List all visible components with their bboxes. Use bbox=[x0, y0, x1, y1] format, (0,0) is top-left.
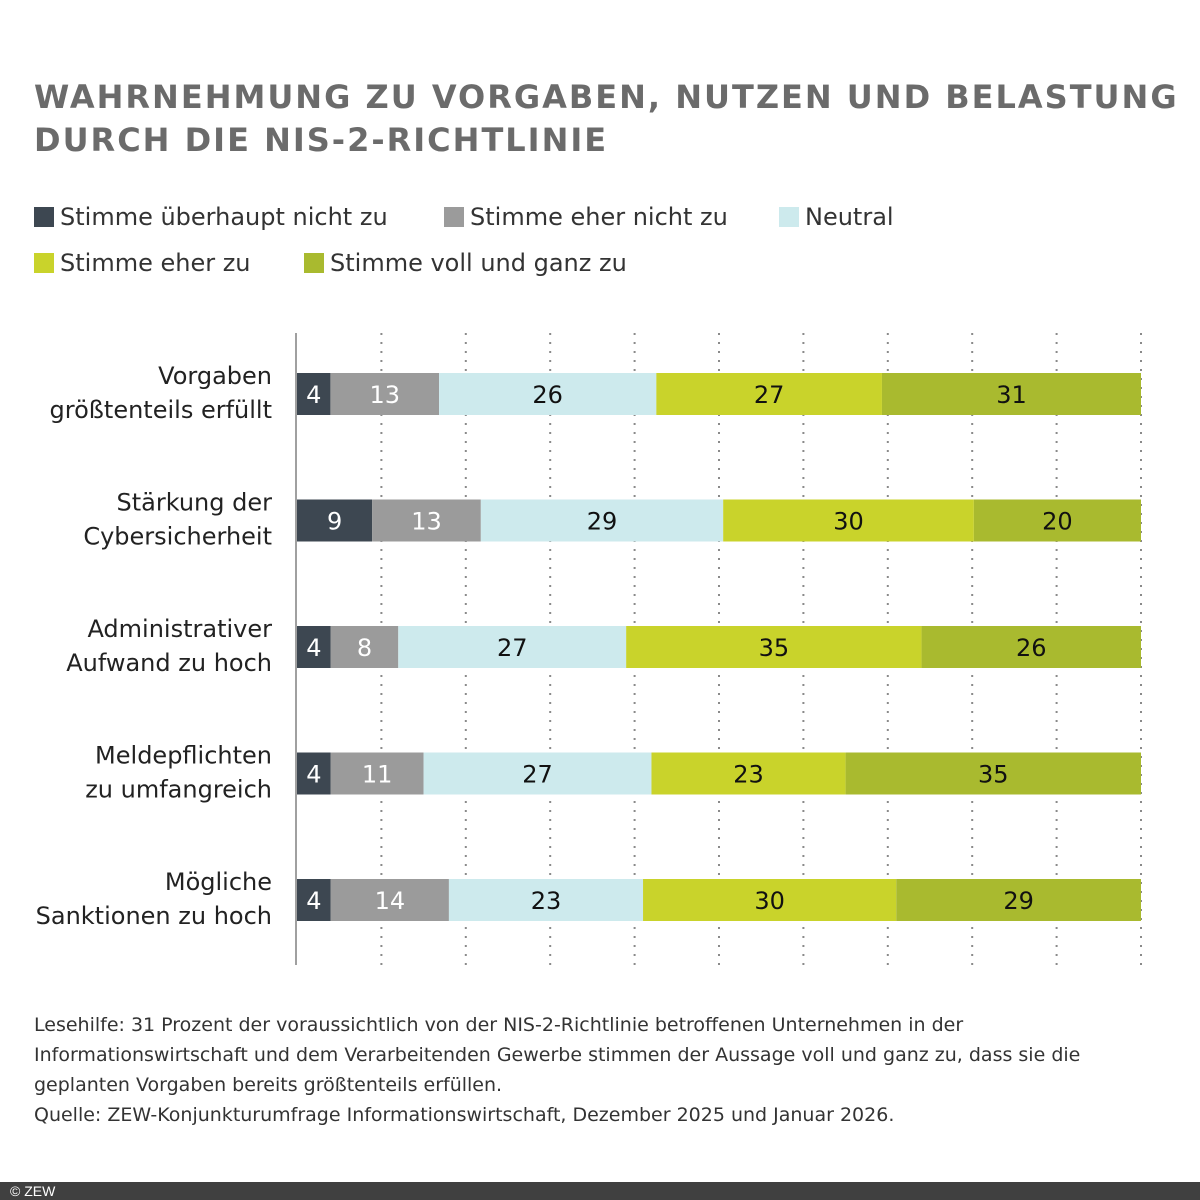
data-label: 11 bbox=[362, 761, 393, 789]
bar-segment bbox=[330, 626, 399, 668]
legend-item: Stimme voll und ganz zu bbox=[304, 249, 627, 277]
category-label: Meldepflichten bbox=[95, 742, 272, 770]
bar-segment bbox=[448, 879, 644, 921]
bar-segment bbox=[723, 499, 974, 542]
bar-segment bbox=[330, 373, 440, 415]
data-label: 30 bbox=[833, 508, 864, 536]
legend-swatch bbox=[779, 207, 799, 227]
legend-swatch bbox=[34, 207, 54, 227]
bar-segment bbox=[651, 752, 846, 795]
data-label: 35 bbox=[759, 634, 790, 662]
category-label: Mögliche bbox=[165, 868, 272, 896]
bar-segment bbox=[845, 752, 1141, 795]
data-label: 27 bbox=[522, 761, 553, 789]
bar-segment bbox=[330, 752, 424, 795]
data-label: 9 bbox=[327, 508, 342, 536]
category-label: Administrativer bbox=[87, 615, 272, 643]
category-label: Aufwand zu hoch bbox=[66, 649, 272, 677]
data-label: 26 bbox=[1016, 634, 1047, 662]
category-label: Vorgaben bbox=[158, 362, 272, 390]
data-label: 13 bbox=[369, 381, 400, 409]
data-label: 4 bbox=[306, 761, 321, 789]
data-label: 4 bbox=[306, 381, 321, 409]
bar-segment bbox=[973, 499, 1141, 542]
bar-segment bbox=[297, 626, 331, 668]
data-label: 23 bbox=[531, 887, 562, 915]
bar-segment bbox=[921, 626, 1141, 668]
title-line-2: DURCH DIE NIS-2-RICHTLINIE bbox=[34, 121, 609, 159]
category-label: Stärkung der bbox=[116, 489, 272, 517]
reading-aid: Lesehilfe: 31 Prozent der voraussichtlic… bbox=[34, 1014, 1081, 1096]
legend-swatch bbox=[304, 253, 324, 273]
bar-segment bbox=[372, 499, 481, 542]
chart-note: Lesehilfe: 31 Prozent der voraussichtlic… bbox=[34, 1010, 1174, 1130]
bar-segment bbox=[297, 752, 331, 795]
data-label: 35 bbox=[978, 761, 1009, 789]
legend-label: Stimme voll und ganz zu bbox=[330, 249, 627, 277]
legend-swatch bbox=[444, 207, 464, 227]
bar-segment bbox=[297, 499, 373, 542]
data-label: 27 bbox=[497, 634, 528, 662]
data-label: 30 bbox=[754, 887, 785, 915]
bar-segment bbox=[896, 879, 1141, 921]
title-line-1: WAHRNEHMUNG ZU VORGABEN, NUTZEN UND BELA… bbox=[34, 78, 1179, 116]
bar-segment bbox=[480, 499, 724, 542]
data-label: 4 bbox=[306, 634, 321, 662]
data-label: 29 bbox=[587, 508, 618, 536]
bar-segment bbox=[297, 879, 331, 921]
legend-label: Stimme eher zu bbox=[60, 249, 251, 277]
legend-swatch bbox=[34, 253, 54, 273]
bar-segment bbox=[626, 626, 922, 668]
legend-item: Stimme eher zu bbox=[34, 249, 251, 277]
bar-segment bbox=[439, 373, 657, 415]
bar-segment bbox=[423, 752, 652, 795]
data-label: 4 bbox=[306, 887, 321, 915]
stacked-bar-chart: 4 13 26 27 31 Vorgaben größtenteils erfüllt 9 13… bbox=[36, 333, 1142, 965]
data-label: 26 bbox=[532, 381, 563, 409]
data-label: 13 bbox=[411, 508, 442, 536]
legend-item: Stimme eher nicht zu bbox=[444, 203, 728, 231]
legend-item: Neutral bbox=[779, 203, 894, 231]
source: Quelle: ZEW-Konjunkturumfrage Informatio… bbox=[34, 1104, 895, 1126]
category-label: zu umfangreich bbox=[85, 776, 272, 804]
data-label: 14 bbox=[375, 887, 406, 915]
copyright-footer: © ZEW bbox=[0, 1182, 1200, 1200]
category-label: größtenteils erfüllt bbox=[50, 396, 272, 424]
data-label: 8 bbox=[357, 634, 372, 662]
legend-label: Neutral bbox=[805, 203, 894, 231]
data-label: 20 bbox=[1042, 508, 1073, 536]
data-label: 31 bbox=[996, 381, 1027, 409]
data-label: 23 bbox=[733, 761, 764, 789]
bar-segment bbox=[881, 373, 1141, 415]
bar-segment bbox=[643, 879, 897, 921]
bar-segment bbox=[398, 626, 627, 668]
data-label: 29 bbox=[1003, 887, 1034, 915]
legend-label: Stimme eher nicht zu bbox=[470, 203, 728, 231]
category-label: Sanktionen zu hoch bbox=[36, 902, 272, 930]
category-label: Cybersicherheit bbox=[83, 523, 272, 551]
legend-label: Stimme überhaupt nicht zu bbox=[60, 203, 388, 231]
bar-segment bbox=[656, 373, 882, 415]
legend-item: Stimme überhaupt nicht zu bbox=[34, 203, 388, 231]
data-label: 27 bbox=[754, 381, 785, 409]
chart-title: WAHRNEHMUNG ZU VORGABEN, NUTZEN UND BELA… bbox=[34, 76, 1179, 162]
bar-segment bbox=[297, 373, 331, 415]
bar-segment bbox=[330, 879, 449, 921]
